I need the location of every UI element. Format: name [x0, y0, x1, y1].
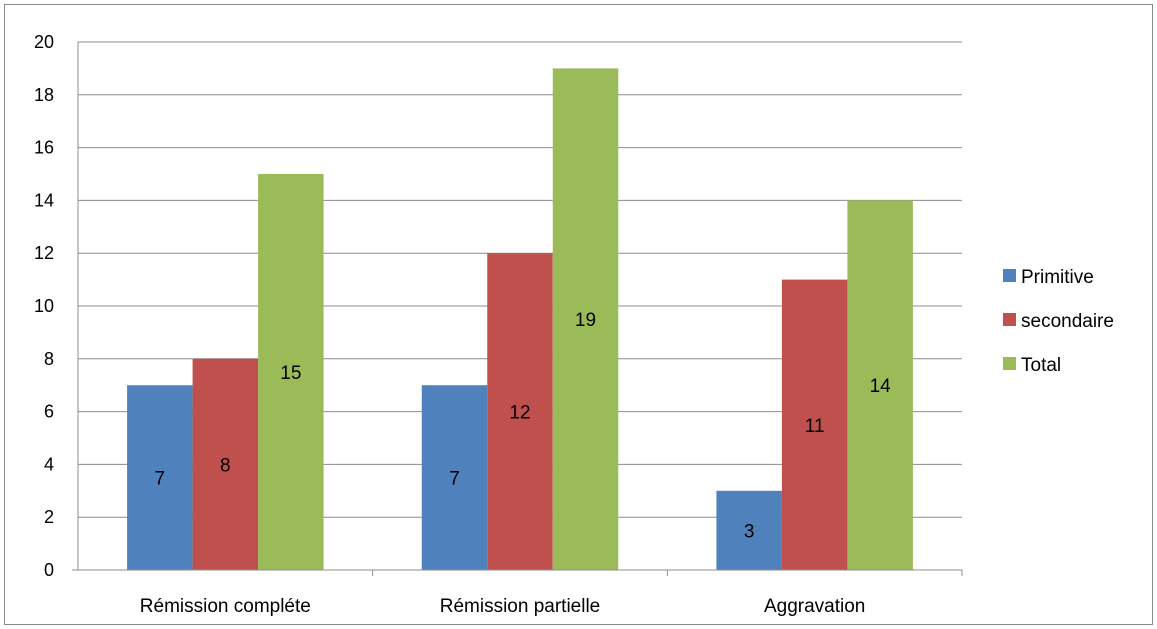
legend-label: secondaire: [1021, 311, 1114, 332]
bar-total: [258, 174, 324, 570]
legend-label: Primitive: [1021, 267, 1094, 288]
y-tick-label: 12: [34, 243, 54, 263]
y-tick-label: 4: [44, 454, 54, 474]
bar-secondaire: [192, 358, 259, 570]
bar-total: [552, 68, 619, 571]
bar-secondaire: [487, 253, 553, 570]
bar-secondaire: [781, 279, 848, 570]
x-category-label: Rémission partielle: [440, 596, 601, 617]
x-category-label: Rémission compléte: [140, 596, 311, 617]
bar-total: [847, 200, 913, 570]
legend-swatch-secondaire: [1003, 313, 1016, 326]
y-tick-label: 6: [44, 402, 54, 422]
data-label: 19: [575, 310, 596, 331]
bar-primitive: [421, 385, 488, 570]
data-label: 7: [155, 469, 166, 490]
y-tick-label: 18: [34, 85, 54, 105]
y-tick-label: 0: [44, 560, 54, 580]
data-label: 8: [220, 455, 231, 476]
y-tick-label: 2: [44, 507, 54, 527]
y-tick-label: 8: [44, 349, 54, 369]
y-axis-ticks: 0 2 4 6 8 10 12 14 16 18 20: [34, 32, 54, 580]
data-label: 14: [870, 376, 892, 397]
bar-primitive: [127, 385, 193, 570]
data-label: 15: [280, 363, 301, 384]
x-axis: [72, 42, 963, 576]
legend-label: Total: [1021, 355, 1061, 376]
legend-swatch-primitive: [1003, 269, 1016, 282]
y-tick-label: 14: [34, 190, 54, 210]
y-tick-label: 20: [34, 32, 54, 52]
data-label: 7: [449, 469, 460, 490]
x-axis-categories: Rémission compléte Rémission partielle Agg…: [140, 596, 866, 617]
data-labels: 7 8 15 7 12 19 3 11 14: [155, 310, 892, 542]
data-label: 12: [509, 403, 530, 424]
data-label: 3: [744, 521, 755, 542]
y-tick-label: 10: [34, 296, 54, 316]
legend-swatch-total: [1003, 357, 1016, 370]
y-tick-label: 16: [34, 138, 54, 158]
legend: Primitive secondaire Total: [1003, 267, 1114, 376]
x-category-label: Aggravation: [764, 596, 865, 617]
data-label: 11: [805, 416, 825, 437]
bar-primitive: [716, 490, 782, 570]
bars: [127, 68, 913, 571]
